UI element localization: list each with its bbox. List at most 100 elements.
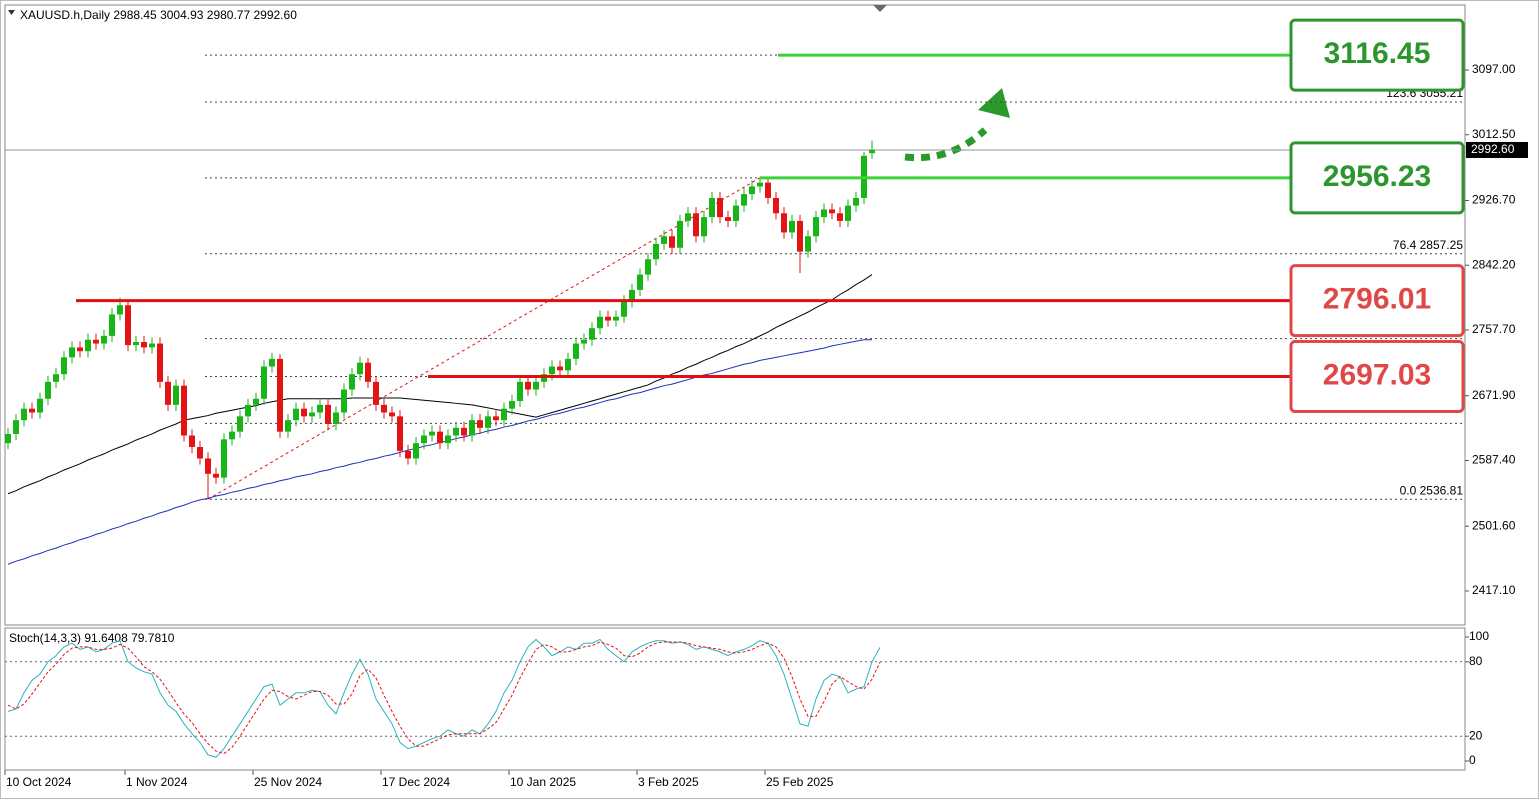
candle-body xyxy=(37,398,43,413)
level-value: 2697.03 xyxy=(1323,358,1431,391)
candle-body xyxy=(229,431,235,440)
candle-body xyxy=(685,213,691,221)
candle-body xyxy=(701,217,707,237)
y-tick-label: 2587.40 xyxy=(1472,453,1516,467)
candle-body xyxy=(501,408,507,421)
candle-body xyxy=(133,342,139,346)
candle-body xyxy=(197,446,203,459)
candle-body xyxy=(29,408,35,413)
shift-marker[interactable] xyxy=(873,5,887,12)
x-tick-label: 25 Feb 2025 xyxy=(766,775,834,789)
candle-body xyxy=(597,316,603,329)
candle-body xyxy=(669,236,675,248)
y-tick-label: 2501.60 xyxy=(1472,518,1516,532)
candle-body xyxy=(589,328,595,340)
candle-body xyxy=(293,408,299,421)
stoch-tick-label: 100 xyxy=(1469,629,1489,643)
candle-body xyxy=(605,316,611,321)
candle-body xyxy=(93,339,99,344)
stoch-title: Stoch(14,3,3) 91.6408 79.7810 xyxy=(9,631,175,645)
candle-body xyxy=(205,458,211,474)
candle-body xyxy=(5,433,11,444)
candle-body xyxy=(725,217,731,221)
candle-body xyxy=(245,404,251,417)
candle-body xyxy=(485,416,491,428)
candle-body xyxy=(77,347,83,352)
candle-body xyxy=(109,314,115,336)
level-box xyxy=(1289,141,1465,215)
level-value: 3116.45 xyxy=(1324,37,1431,70)
candle-body xyxy=(253,398,259,405)
candle-body xyxy=(325,404,331,425)
price-panel xyxy=(4,4,1466,626)
candle-body xyxy=(381,404,387,413)
fib-label: 0.0 2536.81 xyxy=(1400,483,1464,497)
candle-body xyxy=(541,374,547,382)
candle-body xyxy=(13,420,19,434)
candle-body xyxy=(421,435,427,444)
level-value: 2956.23 xyxy=(1323,160,1431,193)
forecast-arrow xyxy=(904,127,988,162)
candle-body xyxy=(341,389,347,413)
candle-body xyxy=(397,416,403,451)
candle-body xyxy=(853,197,859,206)
candle-body xyxy=(149,343,155,348)
candle-body xyxy=(661,236,667,244)
candle-body xyxy=(765,182,771,198)
candle-body xyxy=(189,435,195,447)
candle-body xyxy=(309,412,315,417)
level-box xyxy=(1289,18,1465,92)
y-tick-label: 3097.00 xyxy=(1472,62,1516,76)
candle-body xyxy=(645,259,651,275)
candle-body xyxy=(789,220,795,233)
candle-body xyxy=(301,408,307,417)
menu-triangle[interactable] xyxy=(8,10,15,15)
candle-body xyxy=(845,205,851,221)
candle-body xyxy=(509,401,515,409)
stoch-line xyxy=(7,641,881,755)
candle-body xyxy=(333,412,339,425)
candle-body xyxy=(45,381,51,399)
candle-body xyxy=(757,182,763,187)
candle-body xyxy=(461,427,467,436)
candle-body xyxy=(749,186,755,195)
x-tick-label: 3 Feb 2025 xyxy=(638,775,699,789)
candle-body xyxy=(173,385,179,405)
candle-body xyxy=(141,342,147,348)
candle-body xyxy=(581,339,587,344)
candle-body xyxy=(357,362,363,375)
candle-body xyxy=(125,305,131,346)
candle-body xyxy=(373,381,379,405)
candle-body xyxy=(637,274,643,290)
candle-body xyxy=(805,236,811,252)
candle-body xyxy=(557,366,563,371)
y-tick-label: 2417.10 xyxy=(1472,583,1516,597)
candle-body xyxy=(821,209,827,218)
stoch-tick-label: 0 xyxy=(1469,753,1476,767)
candle-body xyxy=(533,381,539,390)
candle-body xyxy=(829,209,835,214)
candle-body xyxy=(741,194,747,206)
candle-body xyxy=(797,220,803,252)
candle-body xyxy=(717,197,723,218)
candle-body xyxy=(157,343,163,382)
candle-body xyxy=(429,431,435,436)
candle-body xyxy=(869,149,875,154)
candle-body xyxy=(237,416,243,432)
candle-body xyxy=(493,416,499,421)
candle-body xyxy=(677,220,683,248)
candle-body xyxy=(621,301,627,317)
candle-body xyxy=(221,439,227,478)
level-box xyxy=(1289,339,1465,413)
candle-body xyxy=(85,339,91,352)
candle-body xyxy=(405,450,411,459)
candle-body xyxy=(525,381,531,390)
candle-body xyxy=(181,385,187,436)
candle-body xyxy=(693,213,699,237)
candle-body xyxy=(21,408,27,421)
candle-body xyxy=(165,381,171,405)
stoch-panel xyxy=(4,627,1466,771)
fib-trendline xyxy=(207,177,761,500)
fib-label: 76.4 2857.25 xyxy=(1393,238,1463,252)
